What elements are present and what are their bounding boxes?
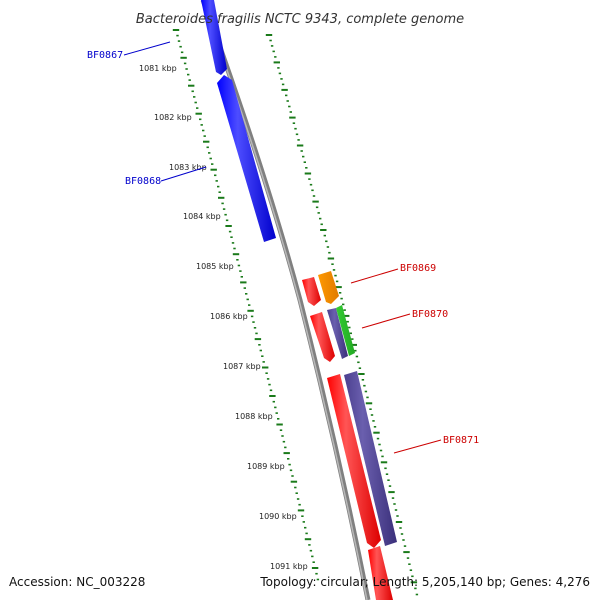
outer-tick-ring-left — [172, 29, 320, 581]
gene-bf0871-slate[interactable] — [344, 371, 397, 546]
gene-bottom-red[interactable] — [368, 546, 393, 600]
tick-label-1085: 1085 kbp — [196, 262, 234, 271]
tick-label-1090: 1090 kbp — [259, 512, 297, 521]
leader-bf0868 — [160, 166, 207, 182]
leader-bf0871 — [393, 439, 442, 454]
gene-bf0870-red[interactable] — [310, 312, 335, 362]
genome-summary-text: Topology: circular; Length: 5,205,140 bp… — [259, 575, 590, 589]
gene-label-bf0871[interactable]: BF0871 — [443, 435, 479, 446]
gene-bf0870-green[interactable] — [336, 305, 355, 356]
gene-label-bf0870[interactable]: BF0870 — [412, 309, 448, 320]
tick-label-1086: 1086 kbp — [210, 312, 248, 321]
leader-bf0870 — [361, 313, 411, 329]
tick-label-1088: 1088 kbp — [235, 412, 273, 421]
gene-label-bf0867[interactable]: BF0867 — [87, 50, 123, 61]
gene-bf0871-red[interactable] — [327, 374, 381, 548]
gene-bf0868[interactable] — [217, 75, 276, 242]
tick-label-1082: 1082 kbp — [154, 113, 192, 122]
tick-label-1091: 1091 kbp — [270, 562, 308, 571]
genome-title: Bacteroides fragilis NCTC 9343, complete… — [136, 12, 464, 27]
tick-label-1081: 1081 kbp — [139, 64, 177, 73]
gene-label-bf0868[interactable]: BF0868 — [125, 176, 161, 187]
leader-bf0867 — [123, 41, 171, 56]
tick-label-1087: 1087 kbp — [223, 362, 261, 371]
gene-bf0867[interactable] — [201, 0, 227, 75]
accession-text: Accession: NC_003228 — [9, 575, 145, 589]
gene-bf0869-orange[interactable] — [318, 271, 339, 304]
gene-bf0870-slate[interactable] — [327, 308, 348, 359]
tick-label-1089: 1089 kbp — [247, 462, 285, 471]
tick-labels: 1081 kbp 1082 kbp 1083 kbp 1084 kbp 1085… — [139, 64, 308, 571]
gene-bf0869-red[interactable] — [302, 277, 321, 306]
leader-bf0869 — [350, 268, 399, 284]
gene-label-bf0869[interactable]: BF0869 — [400, 263, 436, 274]
tick-label-1084: 1084 kbp — [183, 212, 221, 221]
genome-backbone — [200, 0, 371, 600]
tick-label-1083: 1083 kbp — [169, 163, 207, 172]
outer-tick-ring-right — [265, 34, 419, 596]
